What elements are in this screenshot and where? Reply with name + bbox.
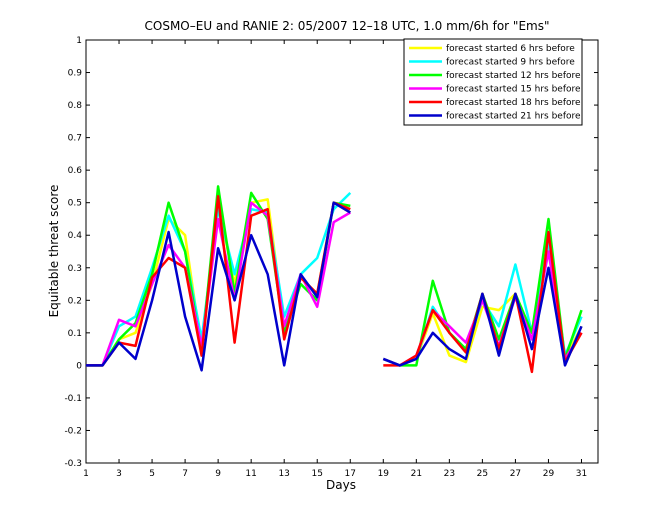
legend-label-6: forecast started 21 hrs before [446,112,581,122]
y-tick-label: -0.2 [64,426,82,436]
y-axis-label: Equitable threat score [47,185,61,318]
legend-box [403,38,583,126]
legend-label-3: forecast started 12 hrs before [446,71,581,81]
x-tick-label: 29 [543,469,555,479]
x-tick-label: 7 [182,469,188,479]
y-tick-label: 0.4 [68,231,83,241]
x-tick-label: 9 [215,469,221,479]
plot-frame [85,39,599,464]
x-tick-label: 1 [83,469,89,479]
x-tick-label: 11 [245,469,256,479]
legend-label-5: forecast started 18 hrs before [446,98,581,108]
y-tick-label: 0.7 [68,134,82,144]
series-line-6 [382,266,583,367]
legend-label-1: forecast started 6 hrs before [446,44,575,54]
chart-title: COSMO–EU and RANIE 2: 05/2007 12–18 UTC,… [145,19,550,33]
y-tick-label: -0.3 [64,459,82,469]
x-tick-label: 21 [411,469,422,479]
y-tick-label: 0.5 [68,199,82,209]
series-line-2 [86,192,352,367]
y-tick-label: 0.1 [68,329,82,339]
y-tick-label: -0.1 [64,394,82,404]
series-lines [86,185,583,374]
x-tick-label: 5 [149,469,155,479]
legend: forecast started 6 hrs before forecast st… [403,38,583,126]
y-tick-labels: -0.3 -0.2 -0.1 0 0.1 0.2 0.3 0.4 0.5 0.6 0.7 0.8 0.9… [64,36,82,469]
x-tick-label: 17 [345,469,356,479]
y-tick-label: 0.2 [68,296,82,306]
series-line-6 [86,201,351,372]
y-tick-label: 1 [76,36,82,46]
x-tick-label: 19 [378,469,390,479]
x-tick-labels: 1 3 5 7 9 11 13 15 17 19 21 23 25 27 29 31 [83,469,587,479]
x-tick-label: 31 [576,469,587,479]
x-tick-label: 15 [311,469,322,479]
series-line-4 [86,201,351,367]
y-tick-label: 0 [76,361,82,371]
x-tick-label: 13 [278,469,289,479]
y-tick-label: 0.3 [68,264,82,274]
series-line-3 [86,185,351,367]
y-tick-label: 0.6 [68,166,83,176]
x-tick-label: 23 [444,469,455,479]
y-tick-label: 0.9 [68,69,83,79]
x-tick-label: 3 [116,469,122,479]
x-tick-label: 25 [477,469,488,479]
legend-label-4: forecast started 15 hrs before [446,85,581,95]
y-tick-label: 0.8 [68,101,83,111]
x-axis-label: Days [326,478,356,492]
legend-label-2: forecast started 9 hrs before [446,58,575,68]
x-tick-label: 27 [510,469,521,479]
